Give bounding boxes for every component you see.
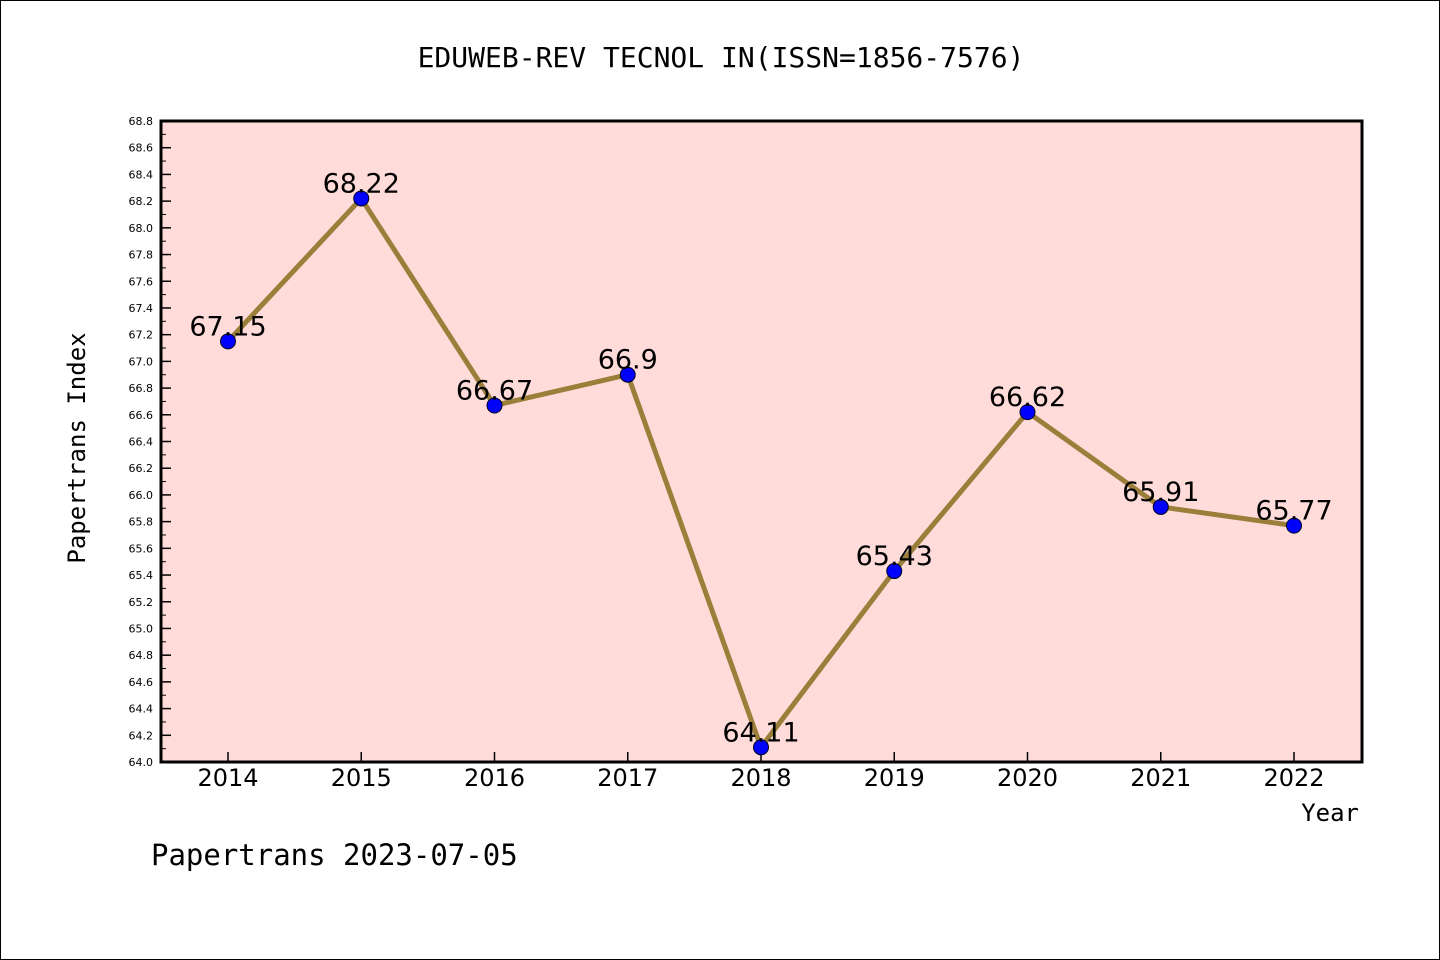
y-tick-label: 67.0: [129, 355, 154, 368]
y-tick-label: 68.6: [129, 142, 154, 155]
data-point-2022: [1286, 517, 1302, 534]
data-point-2018: [753, 739, 769, 756]
y-tick-label: 64.6: [129, 676, 154, 689]
y-tick-label: 65.6: [129, 542, 154, 555]
y-tick-label: 68.4: [129, 168, 154, 181]
x-axis: 2014 2015 2016 2017 2018 2019 2020 2021 2022: [197, 752, 1325, 792]
y-tick-label: 66.8: [129, 382, 154, 395]
data-point-2020: [1019, 404, 1036, 421]
data-point-2017: [619, 366, 636, 383]
data-label-2019: 65.43: [856, 541, 933, 572]
y-tick-label: 66.6: [129, 409, 154, 422]
data-point-2019: [886, 563, 903, 580]
data-label-2017: 66.9: [598, 345, 658, 376]
y-tick-label: 68.0: [129, 222, 154, 235]
data-label-2022: 65.77: [1255, 496, 1332, 527]
y-tick-label: 65.8: [129, 516, 154, 529]
y-tick-label: 65.4: [129, 569, 154, 582]
data-label-2016: 66.67: [456, 375, 533, 406]
x-tick-label: 2014: [197, 764, 258, 792]
x-tick-label: 2020: [997, 764, 1058, 792]
data-label-2020: 66.62: [989, 382, 1066, 413]
data-point-2015: [353, 190, 370, 207]
footer-text: Papertrans 2023-07-05: [151, 838, 518, 872]
x-tick-label: 2015: [331, 764, 392, 792]
y-tick-label: 65.2: [129, 596, 154, 609]
x-axis-label: Year: [1301, 799, 1359, 827]
y-tick-label: 64.4: [129, 703, 154, 716]
x-tick-label: 2016: [464, 764, 525, 792]
y-tick-label: 66.2: [129, 462, 154, 475]
data-point-2021: [1152, 498, 1169, 515]
plot-area: [159, 119, 1364, 764]
data-label-2015: 68.22: [323, 168, 400, 199]
x-tick-label: 2021: [1130, 764, 1191, 792]
y-tick-label: 67.2: [129, 329, 154, 342]
data-labels: 67.15 68.22 66.67 66.9 64.11 65.43 66.62 65.91 6…: [189, 168, 1332, 748]
data-point-2016: [486, 397, 503, 414]
data-label-2014: 67.15: [189, 311, 266, 342]
y-tick-label: 68.2: [129, 195, 154, 208]
data-point-2014: [220, 333, 236, 350]
y-axis-label: Papertrans Index: [63, 332, 91, 563]
y-tick-label: 66.0: [129, 489, 154, 502]
y-tick-label: 67.4: [129, 302, 154, 315]
data-label-2021: 65.91: [1122, 477, 1199, 508]
chart-title: EDUWEB-REV TECNOL IN(ISSN=1856-7576): [418, 41, 1025, 74]
y-tick-label: 64.2: [129, 729, 154, 742]
x-tick-label: 2022: [1263, 764, 1324, 792]
y-tick-label: 68.8: [129, 115, 154, 128]
y-tick-label: 66.4: [129, 436, 154, 449]
y-tick-label: 65.0: [129, 622, 154, 635]
y-tick-label: 67.6: [129, 275, 154, 288]
y-axis: 64.0 64.2 64.4 64.6 64.8 65.0 65.2 65.4 65.6 65.8…: [129, 115, 171, 769]
x-tick-label: 2018: [730, 764, 791, 792]
data-markers: [220, 190, 1302, 756]
y-tick-label: 64.0: [129, 756, 154, 769]
y-tick-label: 64.8: [129, 649, 154, 662]
x-tick-label: 2017: [597, 764, 658, 792]
x-tick-label: 2019: [864, 764, 925, 792]
data-label-2018: 64.11: [722, 717, 799, 748]
y-tick-label: 67.8: [129, 249, 154, 262]
